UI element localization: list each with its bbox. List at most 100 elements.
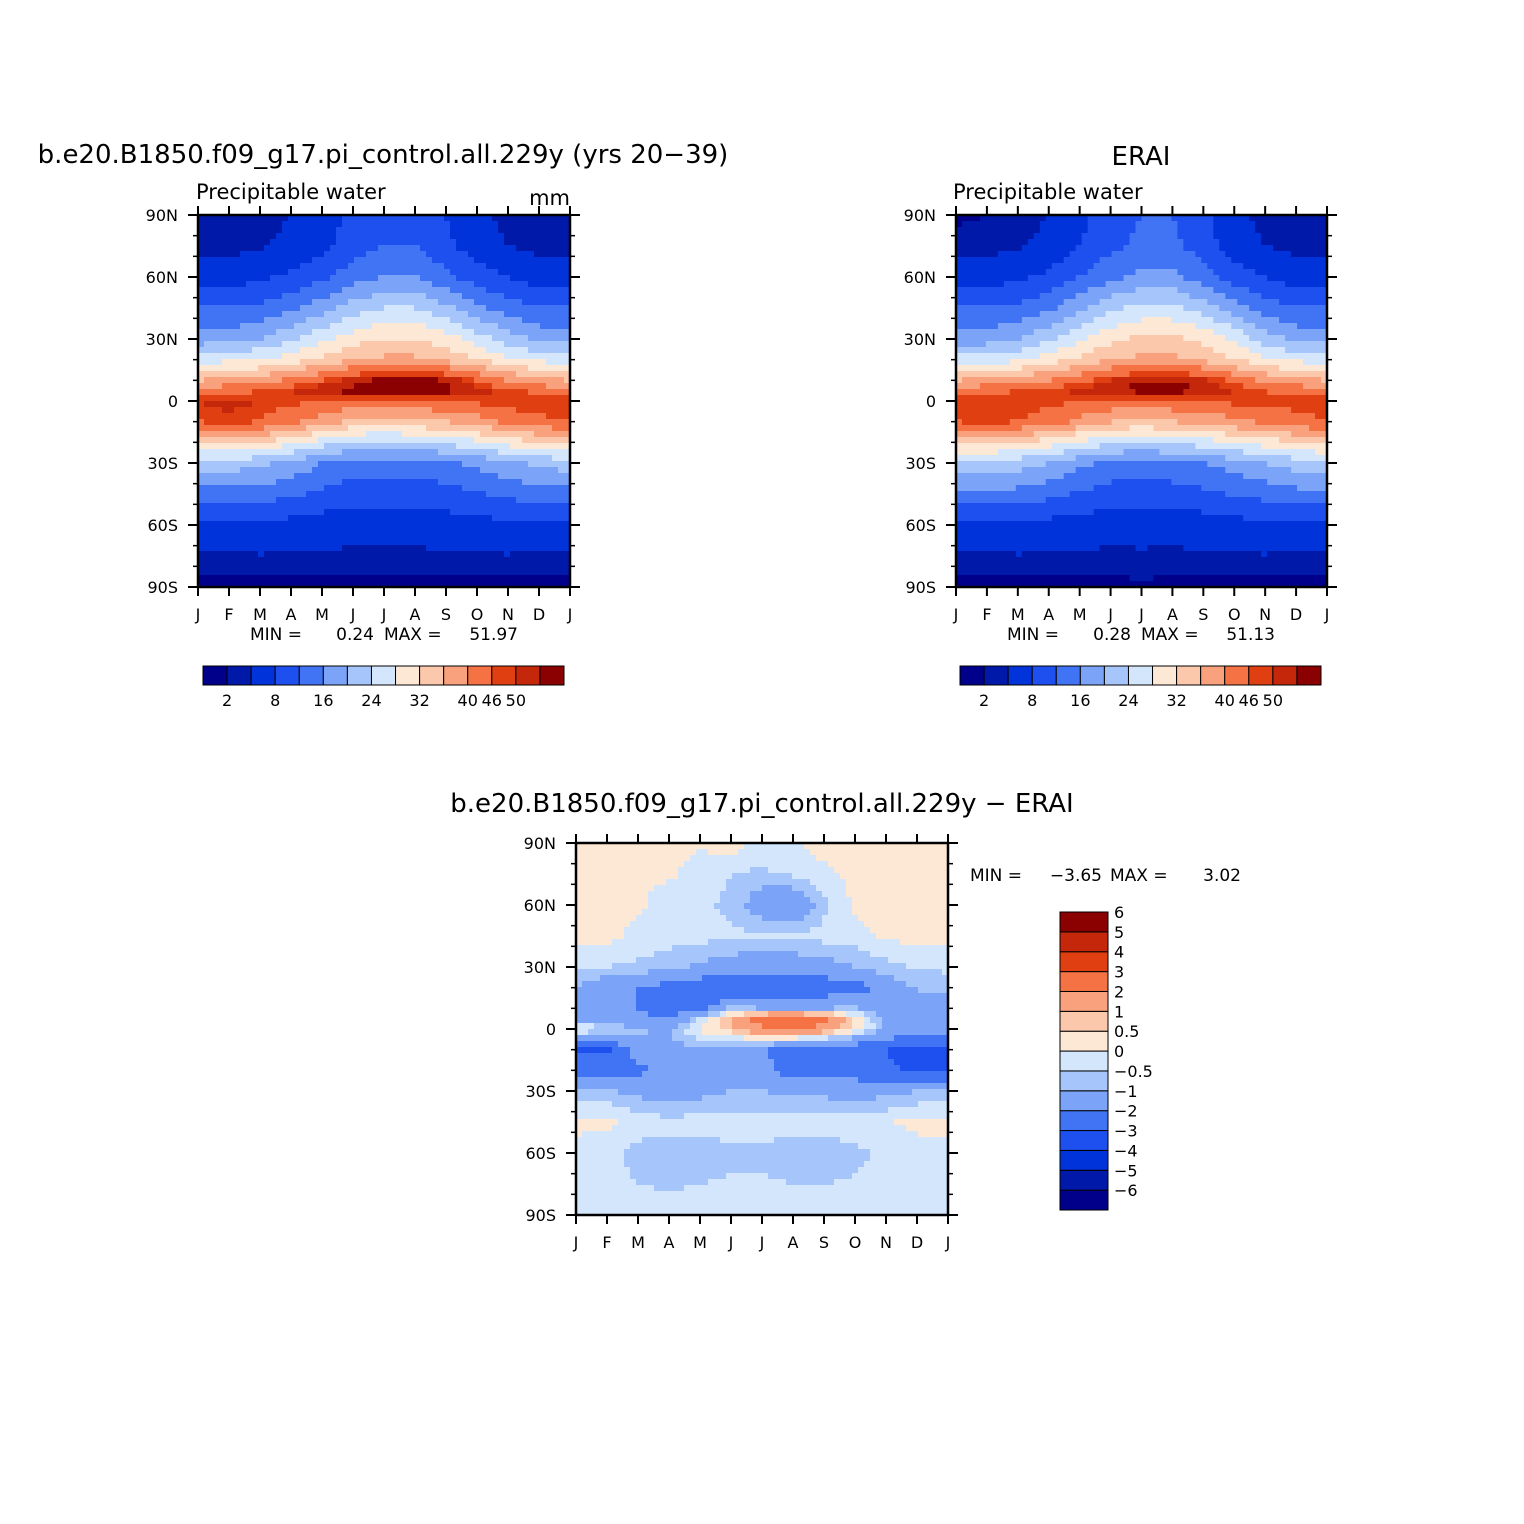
field-cell [198, 431, 271, 438]
field-cell [198, 581, 570, 587]
field-cell [1033, 329, 1071, 336]
field-cell [1183, 305, 1220, 312]
field-cell [672, 1035, 697, 1042]
field-cell [1111, 407, 1173, 414]
field-cell [678, 873, 733, 880]
field-cell [1105, 281, 1202, 288]
field-cell [1099, 299, 1208, 306]
field-cell [956, 503, 1327, 510]
field-cell [956, 407, 1041, 414]
field-cell [956, 233, 1035, 240]
colorbar-swatch [539, 665, 565, 686]
field-cell [1123, 275, 1184, 282]
field-cell [1111, 251, 1196, 258]
colorbar-swatch [226, 665, 252, 686]
field-cell [956, 347, 1023, 354]
field-cell [1291, 431, 1327, 438]
field-cell [324, 311, 361, 318]
field-cell [732, 1023, 763, 1030]
field-cell [576, 873, 679, 880]
field-cell [1135, 353, 1179, 360]
field-cell [522, 437, 570, 444]
field-cell [480, 467, 559, 474]
field-cell [312, 257, 355, 264]
field-cell [630, 1143, 859, 1150]
field-cell [198, 311, 283, 318]
field-cell [1153, 425, 1238, 432]
panel-obs: ERAI Precipitable water J F M A M J J A S O N D J90N… [904, 142, 1337, 710]
field-cell [1129, 575, 1155, 582]
field-cell [324, 443, 457, 450]
field-cell [864, 1023, 877, 1030]
field-cell [774, 1137, 841, 1144]
field-cell [816, 1023, 841, 1030]
field-cell [1201, 257, 1232, 264]
colorbar-swatch [1224, 665, 1250, 686]
field-cell [956, 353, 1041, 360]
field-cell [498, 269, 570, 276]
field-cell [852, 963, 907, 970]
field-cell [354, 257, 433, 264]
field-cell [204, 377, 283, 384]
field-cell [648, 969, 877, 976]
field-cell [576, 1017, 691, 1024]
field-cell [985, 341, 1041, 348]
field-cell [456, 275, 511, 282]
field-cell [1087, 437, 1214, 444]
field-cell [576, 987, 637, 994]
colorbar-swatch [467, 665, 493, 686]
field-cell [1069, 389, 1137, 396]
x-tick-label: J [573, 1233, 579, 1252]
field-cell [1063, 257, 1101, 264]
field-cell [1051, 323, 1083, 330]
colorbar-label: 24 [1118, 691, 1138, 710]
field-cell [1135, 227, 1179, 234]
x-tick-label: J [1107, 605, 1113, 624]
field-cell [342, 347, 451, 354]
field-cell [234, 407, 277, 414]
x-tick-label: A [1043, 605, 1054, 624]
field-cell [576, 1011, 649, 1018]
field-cell [1249, 359, 1304, 366]
field-cell [1237, 425, 1310, 432]
field-cell [708, 1179, 787, 1186]
field-cell [956, 287, 1053, 294]
field-cell [300, 401, 481, 408]
field-cell [456, 239, 505, 246]
colorbar-swatch [1059, 1050, 1109, 1072]
colorbar-swatch [1031, 665, 1057, 686]
field-cell [852, 1035, 895, 1042]
panel-model-max-value: 51.97 [469, 625, 518, 645]
field-cell [1063, 449, 1125, 456]
colorbar-swatch [1127, 665, 1154, 686]
field-cell [426, 425, 493, 432]
field-cell [834, 1179, 948, 1186]
field-cell [1243, 449, 1316, 456]
field-cell [648, 903, 715, 910]
field-cell [1171, 215, 1214, 222]
field-cell [576, 1089, 619, 1096]
field-cell [1039, 437, 1089, 444]
field-cell [636, 987, 871, 994]
colorbar-swatch [1059, 1149, 1109, 1171]
field-cell [1231, 257, 1327, 264]
field-cell [342, 479, 439, 486]
field-cell [468, 311, 505, 318]
y-tick-label: 90N [904, 206, 936, 225]
field-cell [882, 1023, 948, 1030]
field-cell [956, 431, 1035, 438]
field-cell [1075, 275, 1125, 282]
field-cell [498, 449, 570, 456]
field-cell [342, 317, 451, 324]
field-cell [600, 975, 703, 982]
field-cell [294, 449, 343, 456]
field-cell [198, 233, 277, 240]
field-cell [270, 431, 313, 438]
field-cell [956, 281, 1005, 288]
field-cell [956, 485, 1017, 492]
field-cell [1243, 383, 1304, 390]
field-cell [288, 269, 337, 276]
field-cell [576, 903, 649, 910]
field-cell [642, 1137, 721, 1144]
field-cell [1033, 371, 1083, 378]
